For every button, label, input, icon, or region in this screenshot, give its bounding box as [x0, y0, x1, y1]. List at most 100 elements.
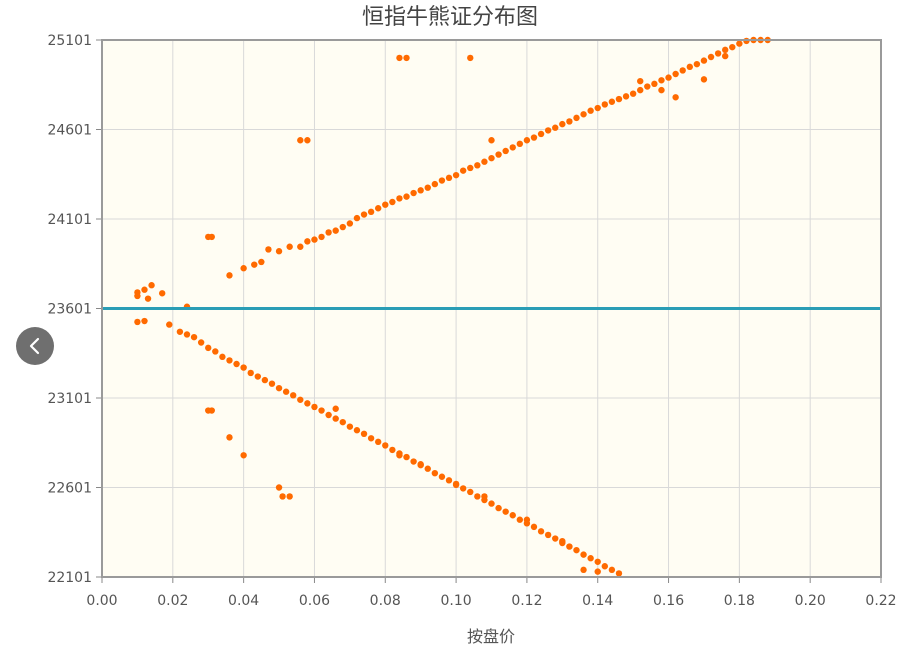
data-point	[410, 189, 417, 197]
data-point	[166, 321, 173, 328]
data-point	[141, 317, 148, 325]
data-point	[290, 392, 297, 399]
data-point	[488, 500, 495, 507]
data-point	[219, 353, 226, 361]
data-point	[594, 104, 601, 112]
data-point	[360, 430, 368, 437]
chevron-left-icon	[29, 337, 40, 355]
data-point	[251, 261, 258, 268]
data-point	[346, 220, 354, 227]
x-tick-label: 0.16	[653, 593, 684, 609]
data-point	[254, 373, 261, 380]
data-point	[523, 137, 531, 144]
data-point	[339, 223, 346, 231]
data-point	[261, 376, 269, 384]
x-tick-label: 0.14	[582, 593, 613, 609]
data-point	[332, 227, 339, 234]
data-point	[509, 512, 516, 519]
y-axis-ticks: 22101 22601 23101 23601 24101 24601 25101	[47, 33, 102, 586]
data-point	[566, 543, 573, 550]
data-point	[580, 111, 587, 118]
y-tick-label: 22601	[47, 481, 92, 497]
data-point	[672, 94, 679, 101]
data-point	[658, 77, 665, 84]
data-point	[523, 516, 531, 523]
data-point	[297, 396, 304, 403]
data-point	[615, 570, 623, 577]
data-point	[637, 86, 644, 94]
data-point	[268, 380, 276, 387]
data-point	[389, 198, 396, 206]
data-point	[240, 265, 247, 272]
data-point	[279, 493, 286, 500]
x-tick-label: 0.08	[370, 593, 401, 609]
data-point	[481, 158, 488, 165]
data-point	[382, 201, 389, 208]
data-point	[700, 57, 708, 64]
data-point	[707, 53, 715, 61]
data-point	[452, 480, 460, 488]
data-point	[332, 405, 339, 412]
data-point	[608, 98, 616, 105]
data-point	[608, 566, 616, 574]
data-point	[467, 164, 474, 172]
data-point	[275, 484, 283, 491]
data-point	[488, 137, 495, 144]
data-point	[403, 54, 410, 62]
data-point	[282, 388, 290, 395]
data-point	[141, 286, 148, 293]
data-point	[573, 114, 580, 122]
data-point	[325, 229, 332, 236]
y-tick-label: 22101	[47, 570, 92, 586]
y-tick-label: 24101	[47, 212, 92, 228]
data-point	[467, 488, 474, 496]
data-point	[311, 403, 318, 411]
data-point	[615, 95, 623, 103]
data-point	[396, 54, 403, 62]
data-point	[325, 411, 332, 419]
data-point	[190, 333, 198, 341]
data-point	[651, 80, 658, 88]
previous-button[interactable]	[16, 327, 54, 365]
x-axis-label: 按盘价	[467, 627, 515, 646]
data-point	[208, 233, 215, 241]
data-point	[183, 331, 191, 338]
data-point	[396, 195, 403, 202]
data-point	[311, 236, 318, 243]
data-point	[226, 357, 233, 364]
data-point	[148, 282, 155, 289]
data-point	[516, 140, 524, 148]
x-tick-label: 0.18	[724, 593, 755, 609]
data-point	[679, 67, 686, 74]
data-point	[403, 453, 410, 461]
data-point	[495, 151, 502, 158]
data-point	[360, 211, 368, 218]
y-tick-label: 24601	[47, 123, 92, 139]
data-point	[601, 563, 609, 570]
y-tick-label: 25101	[47, 33, 92, 49]
data-point	[431, 180, 439, 188]
data-point	[424, 465, 431, 472]
data-point	[382, 442, 389, 449]
data-point	[629, 90, 637, 97]
data-point	[587, 555, 594, 562]
data-point	[601, 101, 609, 108]
data-point	[134, 318, 141, 326]
data-point	[176, 328, 184, 335]
data-point	[247, 369, 254, 377]
data-point	[587, 107, 594, 114]
data-point	[580, 566, 587, 574]
data-point	[722, 52, 729, 60]
data-point	[516, 516, 524, 523]
data-point	[297, 137, 304, 144]
data-point	[622, 93, 630, 100]
data-point	[374, 205, 382, 212]
data-point	[396, 452, 403, 459]
data-point	[672, 70, 679, 78]
data-point	[403, 193, 410, 200]
data-point	[240, 364, 247, 371]
x-tick-label: 0.02	[157, 593, 188, 609]
data-point	[445, 477, 453, 484]
data-point	[438, 177, 446, 184]
data-point	[304, 238, 311, 245]
